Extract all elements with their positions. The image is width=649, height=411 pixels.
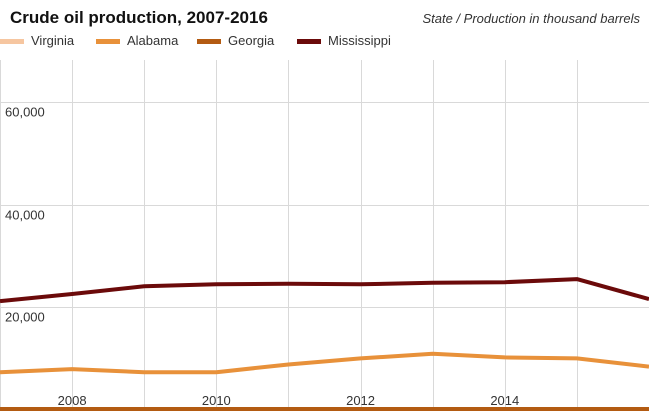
- legend-label-alabama: Alabama: [127, 33, 179, 48]
- chart-legend: Virginia Alabama Georgia Mississippi: [0, 33, 649, 51]
- chart-title: Crude oil production, 2007-2016: [10, 8, 268, 27]
- chart-subtitle: State / Production in thousand barrels: [422, 11, 640, 26]
- legend-swatch-virginia: [0, 39, 24, 44]
- x-tick-label: 2014: [490, 393, 519, 408]
- legend-swatch-georgia: [197, 39, 221, 44]
- y-tick-label: 40,000: [5, 208, 45, 223]
- y-tick-label: 60,000: [5, 105, 45, 120]
- x-tick-label: 2008: [58, 393, 87, 408]
- legend-label-mississippi: Mississippi: [328, 33, 391, 48]
- x-tick-label: 2010: [202, 393, 231, 408]
- legend-swatch-alabama: [96, 39, 120, 44]
- x-tick-label: 2012: [346, 393, 375, 408]
- legend-label-georgia: Georgia: [228, 33, 275, 48]
- legend-label-virginia: Virginia: [31, 33, 75, 48]
- y-tick-label: 20,000: [5, 310, 45, 325]
- series-line-mississippi: [0, 277, 649, 304]
- legend-swatch-mississippi: [297, 39, 321, 44]
- series-line-alabama: [0, 351, 649, 375]
